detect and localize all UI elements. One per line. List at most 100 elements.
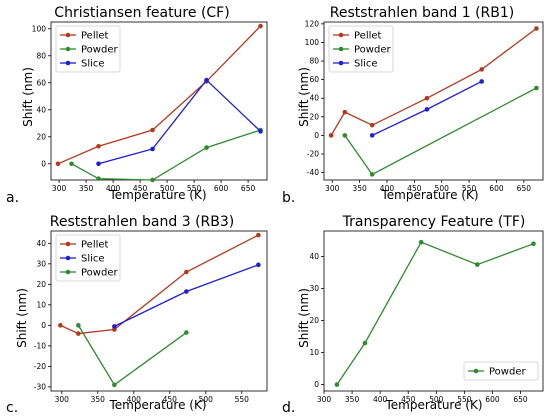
legend-label-pellet: Pellet (81, 31, 109, 42)
panel-d-letter: d. (282, 400, 295, 416)
x-tick-label: 600 (214, 184, 229, 193)
panel-b-xlabel: Temperature (K) (380, 188, 478, 202)
data-point-powder (96, 176, 101, 181)
panel-b-plot: 300 350 400 450 500 550 600 650 -40 -20 0 20 40 60 80 1… (305, 19, 544, 193)
data-point-powder (150, 177, 155, 183)
panel-d-xlabel: Temperature (K) (384, 398, 482, 412)
y-tick-label: 0 (314, 131, 319, 140)
x-tick-label: 450 (133, 184, 148, 193)
legend-label-powder: Powder (354, 45, 391, 56)
legend-marker-powder (338, 46, 344, 52)
panel-a-ylabel: Shift (nm) (21, 67, 35, 127)
data-point-pellet (150, 127, 155, 133)
legend-box (328, 25, 394, 73)
data-point-slice (96, 161, 101, 167)
x-tick-label: 400 (127, 395, 142, 404)
legend-label-powder: Powder (81, 45, 118, 56)
legend-label-slice: Slice (354, 59, 378, 70)
y-tick-label: 30 (309, 284, 319, 293)
legend-box (55, 234, 121, 282)
x-tick-label: 350 (91, 395, 106, 404)
legend-marker-slice (65, 255, 71, 261)
x-tick-label: 350 (345, 395, 360, 404)
data-point-powder (184, 330, 189, 335)
y-tick-label: 10 (36, 300, 46, 309)
data-point-slice (369, 133, 375, 138)
x-tick-label: 300 (55, 395, 70, 404)
y-tick-label: 80 (309, 57, 319, 66)
x-tick-label: 600 (489, 184, 504, 193)
x-tick-label: 550 (235, 395, 250, 404)
y-tick-label: 80 (36, 51, 46, 60)
x-tick-label: 400 (373, 395, 388, 404)
y-tick-label: 20 (309, 112, 319, 121)
data-point-slice (479, 79, 484, 84)
data-point-pellet (328, 133, 334, 138)
data-point-powder (112, 382, 117, 388)
y-tick-label: 40 (309, 252, 319, 261)
legend-marker-pellet (65, 32, 71, 38)
data-point-pellet (55, 161, 61, 167)
data-point-pellet (76, 331, 81, 336)
panel-a-letter: a. (6, 190, 19, 206)
panel-a-title: Christiansen feature (CF) (54, 5, 229, 21)
panel-a-xlabel: Temperature (K) (108, 188, 206, 202)
panel-a: Christiansen feature (CF) Temperature (K… (6, 5, 268, 206)
x-tick-label: 650 (513, 395, 528, 404)
data-point-powder (334, 382, 340, 387)
panel-d: Transparency Feature (TF) Temperature (K… (282, 214, 544, 416)
data-point-slice (256, 262, 261, 268)
y-tick-label: -10 (34, 341, 46, 350)
x-tick-label: 600 (485, 395, 500, 404)
x-tick-label: 300 (317, 395, 332, 404)
data-point-pellet (369, 122, 375, 128)
data-point-slice (204, 77, 209, 83)
data-point-pellet (256, 232, 261, 238)
y-tick-label: 20 (309, 316, 319, 325)
legend-label-pellet: Pellet (81, 240, 109, 251)
data-point-powder (69, 161, 74, 167)
data-point-pellet (184, 269, 189, 275)
x-tick-label: 300 (325, 184, 340, 193)
data-point-pellet (534, 26, 539, 31)
panel-c-ylabel: Shift (nm) (15, 288, 29, 348)
x-tick-label: 300 (52, 184, 67, 193)
data-point-powder (534, 85, 539, 91)
x-tick-label: 650 (241, 184, 256, 193)
panel-c-xlabel: Temperature (K) (108, 398, 206, 412)
data-point-powder (204, 145, 209, 150)
axes-frame (323, 21, 544, 181)
x-tick-label: 650 (517, 184, 532, 193)
panel-d-title: Transparency Feature (TF) (342, 214, 526, 230)
y-tick-label: 40 (36, 239, 46, 248)
x-tick-label: 450 (401, 395, 416, 404)
series-line-slice (98, 79, 261, 165)
legend-label-powder: Powder (489, 367, 526, 378)
x-tick-label: 500 (160, 184, 175, 193)
y-tick-label: -20 (34, 362, 46, 371)
y-tick-label: 0 (314, 380, 319, 389)
y-tick-label: 60 (309, 75, 319, 84)
legend-label-pellet: Pellet (354, 31, 382, 42)
y-tick-label: 40 (36, 105, 46, 114)
data-point-pellet (479, 67, 484, 72)
x-tick-label: 400 (106, 184, 121, 193)
data-point-slice (424, 107, 430, 112)
legend-marker-powder (65, 46, 71, 52)
y-tick-label: 120 (305, 19, 320, 28)
legend-box (463, 361, 539, 381)
y-tick-label: 30 (36, 259, 46, 268)
x-tick-label: 550 (457, 395, 472, 404)
y-tick-label: -20 (307, 149, 319, 158)
panel-c-plot: 300 350 400 450 500 550 -30 -20 -10 0 10 20 30 40 Pell… (34, 230, 268, 404)
legend-box (55, 25, 121, 73)
panel-b: Reststrahlen band 1 (RB1) Temperature (K… (282, 5, 544, 206)
data-point-slice (112, 324, 117, 329)
y-tick-label: -30 (34, 382, 46, 391)
legend-label-powder: Powder (81, 268, 118, 279)
data-point-pellet (258, 23, 263, 29)
legend-marker-powder (473, 368, 479, 374)
x-tick-label: 550 (187, 184, 202, 193)
data-point-slice (184, 289, 189, 294)
